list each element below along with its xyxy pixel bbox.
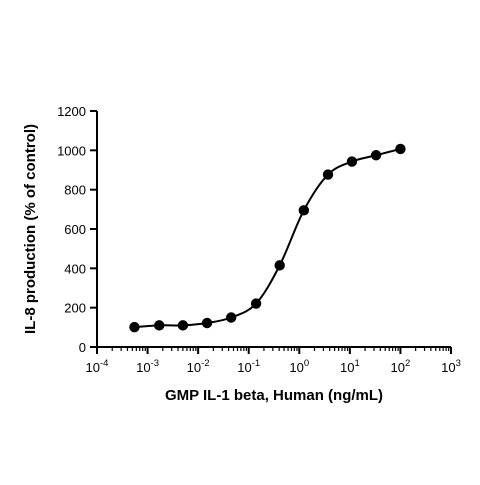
y-tick-label: 0	[79, 340, 86, 355]
data-point-11	[370, 150, 382, 161]
data-point-3	[177, 320, 189, 331]
x-tick-label: 10-1	[237, 358, 260, 375]
data-point-4	[201, 317, 213, 329]
x-tick-label: 102	[391, 358, 411, 375]
data-point-10	[346, 156, 358, 167]
data-point-6	[250, 298, 262, 309]
x-tick-label: 10-3	[136, 358, 159, 375]
data-point-1	[129, 321, 140, 333]
x-tick-label: 101	[340, 358, 360, 375]
y-tick-label: 800	[64, 183, 86, 198]
x-tick-label: 103	[441, 358, 461, 375]
y-axis-title: IL-8 production (% of control)	[22, 124, 39, 334]
ticks: 0 200 400 600 800 1000 1200 10-4 10-3 10-2 10-1 100…	[57, 104, 461, 375]
fit-curve-layer	[134, 147, 401, 329]
data-point-12	[395, 143, 406, 155]
data-point-7	[274, 260, 285, 271]
x-axis-title: GMP IL-1 beta, Human (ng/mL)	[165, 387, 383, 404]
y-tick-label: 400	[64, 261, 86, 276]
data-point-5	[225, 312, 237, 323]
x-tick-label: 10-4	[86, 358, 109, 375]
fit-curve	[134, 147, 401, 329]
data-point-2	[154, 320, 165, 331]
x-tick-label: 10-2	[187, 358, 210, 375]
y-tick-label: 1000	[57, 143, 86, 158]
y-tick-label: 1200	[57, 104, 86, 119]
data-point-8	[298, 205, 310, 216]
y-tick-label: 600	[64, 222, 86, 237]
data-points	[129, 143, 406, 333]
y-tick-label: 200	[64, 301, 86, 316]
x-tick-label: 100	[289, 358, 309, 375]
data-point-9	[322, 169, 334, 180]
